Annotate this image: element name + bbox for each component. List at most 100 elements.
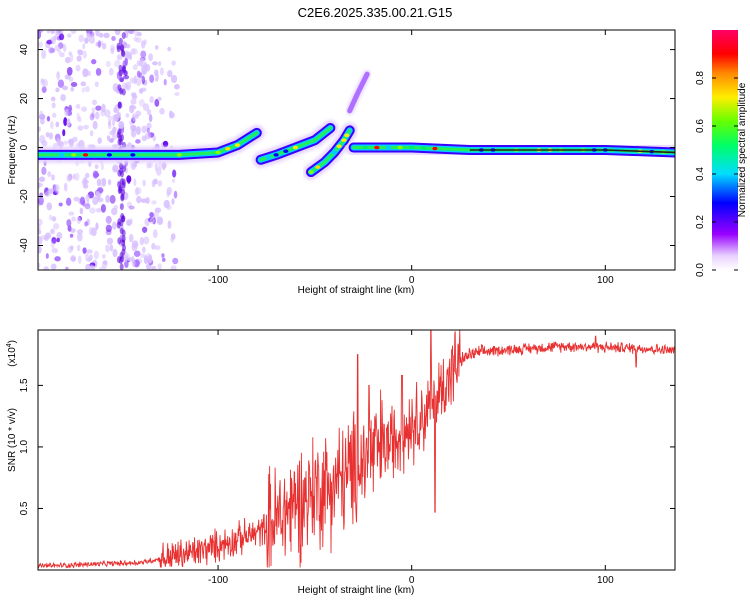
noise-speckle [91, 227, 97, 237]
noise-speckle [66, 174, 72, 182]
noise-speckle [128, 205, 135, 210]
noise-speckle [119, 178, 124, 186]
noise-speckle [171, 198, 175, 205]
noise-speckle [131, 129, 137, 138]
noise-speckle [130, 98, 137, 105]
noise-speckle [39, 110, 44, 118]
spectrogram-ticks: -100 0 100 -40 -20 0 20 40 [19, 30, 675, 286]
snr-ylabel: SNR (10 * v/v) [7, 408, 18, 472]
noise-speckle [121, 32, 126, 40]
noise-speckle [103, 32, 110, 39]
noise-speckle [154, 45, 159, 50]
noise-speckle [101, 42, 107, 50]
snr-ticks: -100 0 100 0.5 1.0 1.5 [19, 330, 675, 586]
noise-speckle [50, 30, 55, 34]
snr-series-line [38, 330, 675, 569]
noise-speckle [106, 135, 111, 142]
noise-speckle [141, 65, 147, 70]
noise-speckle [57, 79, 65, 88]
noise-speckle [76, 216, 81, 225]
noise-speckle [58, 202, 63, 207]
colorbar-tick-label: 0.8 [695, 71, 706, 85]
noise-speckle [157, 96, 162, 101]
noise-speckle [135, 126, 141, 135]
noise-speckle [117, 187, 122, 195]
trace-hotspot [341, 138, 347, 143]
noise-speckle [133, 75, 138, 85]
trace-hotspot [130, 153, 136, 157]
noise-speckle [95, 30, 100, 37]
y-tick-label: 20 [19, 93, 30, 105]
noise-speckle [148, 114, 153, 123]
noise-speckle [131, 258, 136, 268]
noise-speckle [55, 121, 60, 128]
noise-speckle [47, 171, 52, 178]
noise-speckle [152, 217, 156, 225]
noise-speckle [76, 229, 84, 235]
colorbar-ticks: 0.0 0.2 0.4 0.6 0.8 [695, 71, 738, 277]
noise-speckle [82, 43, 86, 50]
noise-speckle [71, 216, 76, 222]
noise-speckle [76, 244, 81, 252]
noise-speckle [121, 229, 126, 237]
noise-speckle [97, 40, 102, 48]
x-tick-label: 100 [597, 275, 614, 286]
noise-speckle [172, 169, 177, 178]
noise-speckle [105, 215, 112, 224]
noise-speckle [67, 224, 72, 232]
x-tick-label: 100 [597, 575, 614, 586]
noise-speckle [104, 109, 111, 118]
noise-speckle [81, 87, 85, 93]
noise-speckle [118, 121, 125, 130]
spectrogram-ylabel: Frequency (Hz) [7, 116, 18, 185]
noise-speckle [69, 233, 74, 238]
noise-speckle [170, 265, 177, 270]
noise-speckle [51, 174, 55, 181]
noise-speckle [86, 32, 91, 38]
noise-speckle [95, 207, 102, 213]
noise-speckle [84, 221, 88, 227]
noise-speckle [97, 137, 102, 145]
noise-speckle [114, 30, 121, 36]
noise-speckle [40, 118, 45, 125]
noise-speckle [64, 108, 69, 116]
noise-speckle [154, 207, 162, 213]
noise-speckle [52, 238, 57, 244]
noise-speckle [167, 70, 173, 78]
noise-speckle [84, 172, 90, 179]
noise-speckle [62, 85, 69, 91]
svg-text:(x104): (x104) [6, 340, 18, 367]
noise-speckle [135, 37, 142, 43]
y-tick-label: 1.0 [19, 440, 30, 454]
noise-speckle [80, 106, 88, 112]
noise-speckle [48, 214, 53, 221]
noise-speckle [70, 86, 75, 92]
noise-speckle [139, 57, 145, 67]
noise-speckle [102, 260, 108, 265]
noise-speckle [135, 110, 142, 117]
noise-speckle [107, 179, 112, 186]
noise-speckle [74, 172, 80, 181]
noise-speckle [89, 113, 95, 121]
trace-hotspot [420, 146, 426, 150]
y-tick-label: 40 [19, 44, 30, 56]
noise-speckle [150, 266, 154, 270]
noise-speckle [119, 219, 124, 227]
noise-speckle [154, 245, 161, 251]
noise-speckle [140, 40, 146, 49]
noise-speckle [46, 115, 51, 122]
noise-speckle [111, 134, 117, 141]
noise-speckle [111, 119, 116, 127]
noise-speckle [167, 46, 172, 52]
noise-speckle [119, 133, 124, 141]
noise-speckle [121, 65, 126, 73]
noise-speckle [59, 52, 65, 58]
noise-speckle [53, 184, 58, 193]
noise-speckle [163, 78, 167, 86]
noise-speckle [157, 180, 163, 187]
noise-speckle [44, 191, 51, 197]
noise-speckle [83, 37, 91, 42]
noise-speckle [100, 203, 106, 213]
noise-speckle [141, 226, 148, 233]
